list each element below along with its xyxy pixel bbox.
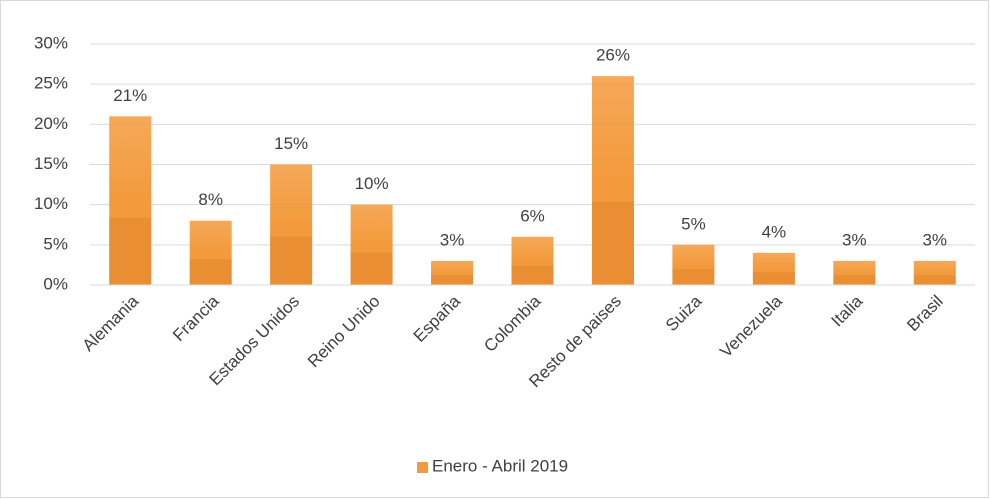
bar: [591, 76, 634, 285]
bar-shade: [109, 217, 152, 285]
bar-shade: [752, 272, 795, 285]
bar: [913, 260, 956, 285]
data-label: 10%: [355, 174, 389, 193]
bar: [431, 260, 474, 285]
y-tick-label: 5%: [43, 234, 68, 253]
y-tick-label: 30%: [34, 33, 68, 52]
bar: [189, 220, 232, 285]
bar: [511, 236, 554, 285]
bar-shade: [672, 268, 715, 285]
y-tick-label: 15%: [34, 154, 68, 173]
bar-shade: [350, 252, 393, 285]
data-label: 5%: [681, 214, 706, 233]
data-label: 4%: [762, 222, 787, 241]
bar: [833, 260, 876, 285]
y-tick-label: 10%: [34, 194, 68, 213]
data-label: 3%: [440, 230, 465, 249]
data-label: 21%: [113, 86, 147, 105]
bar: [672, 244, 715, 285]
bar: [270, 164, 313, 285]
data-label: 3%: [842, 230, 867, 249]
data-label: 26%: [596, 46, 630, 65]
legend-label: Enero - Abril 2019: [432, 456, 568, 475]
bar-shade: [833, 275, 876, 285]
y-tick-label: 0%: [43, 274, 68, 293]
data-label: 8%: [198, 190, 223, 209]
bar-shade: [913, 275, 956, 285]
bar-shade: [511, 265, 554, 285]
bar-shade: [189, 259, 232, 285]
bar-shade: [431, 275, 474, 285]
y-tick-label: 25%: [34, 74, 68, 93]
data-label: 15%: [274, 134, 308, 153]
data-label: 3%: [922, 230, 947, 249]
legend-swatch: [417, 462, 428, 473]
bar-shade: [270, 236, 313, 285]
data-label: 6%: [520, 206, 545, 225]
bar: [350, 204, 393, 285]
y-tick-label: 20%: [34, 114, 68, 133]
bar: [752, 252, 795, 285]
bar: [109, 116, 152, 285]
bar-shade: [591, 201, 634, 285]
